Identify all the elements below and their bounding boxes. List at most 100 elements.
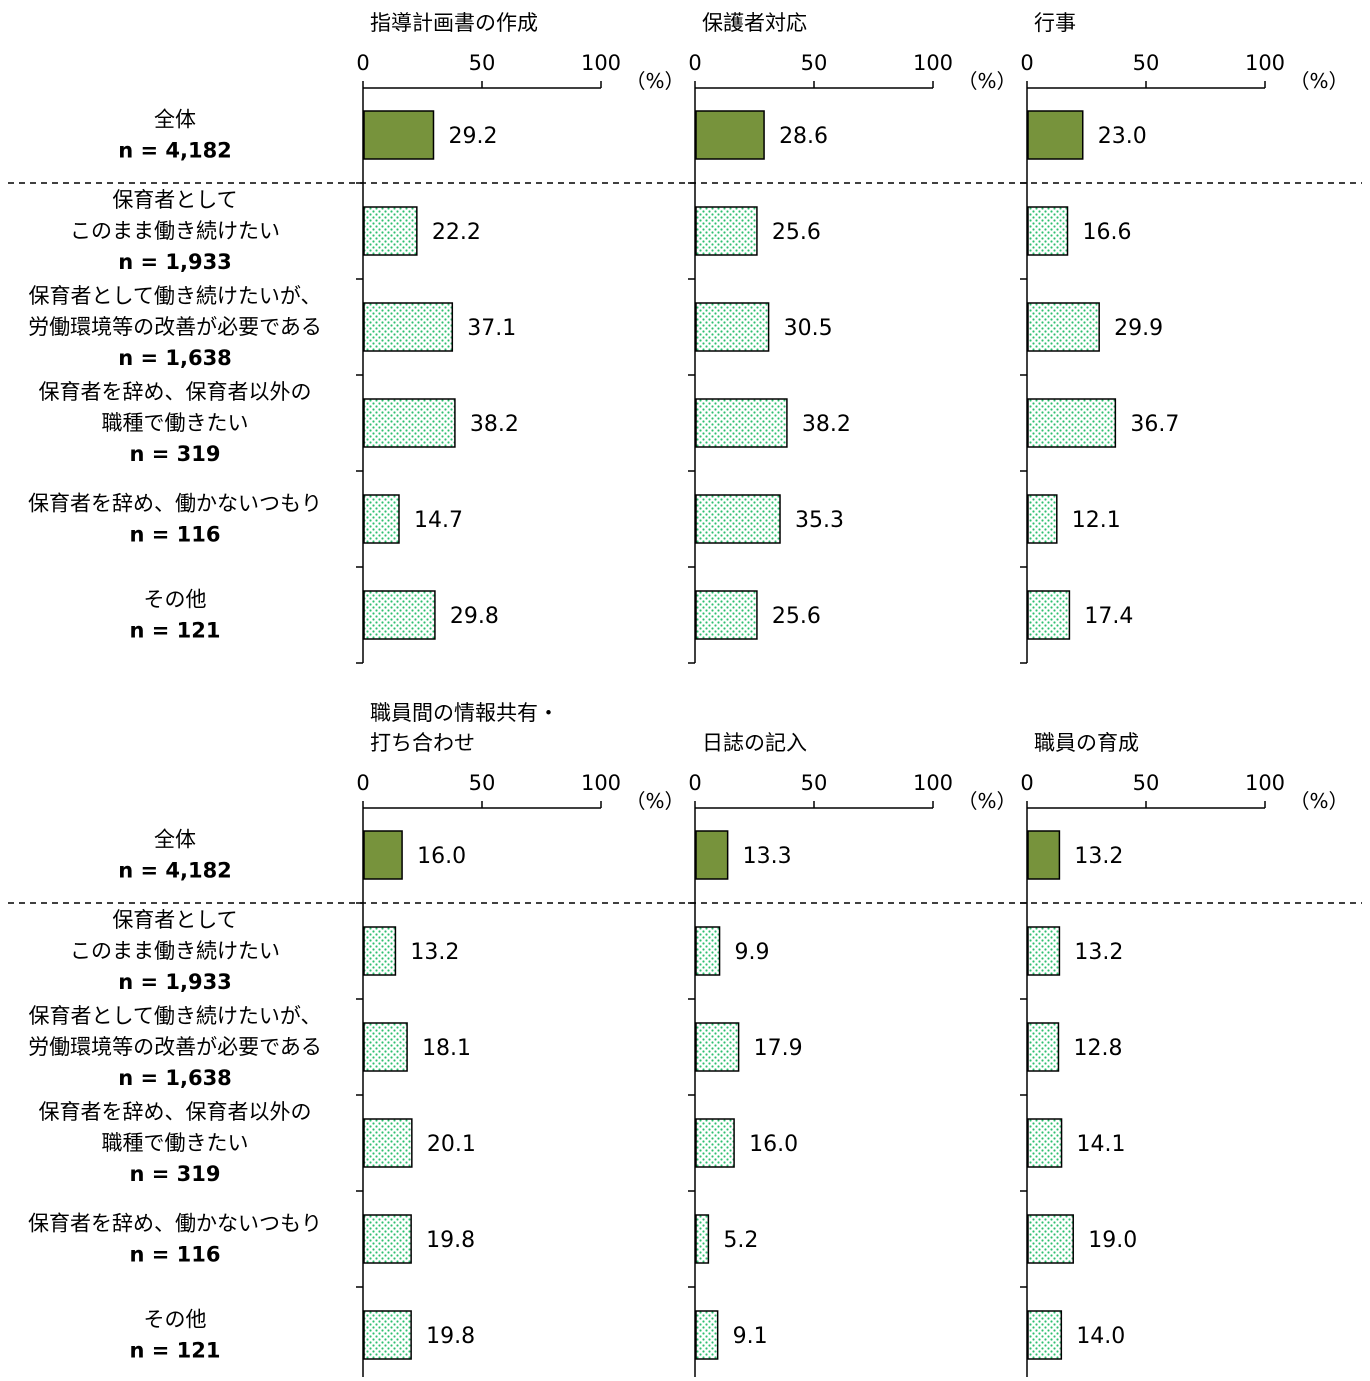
category-n-label: n = 1,638	[118, 346, 232, 370]
bar-value-label: 29.9	[1114, 316, 1163, 341]
bar-value-label: 25.6	[772, 604, 821, 629]
unit-label: （%）	[1289, 69, 1348, 93]
category-label: 全体	[154, 108, 196, 132]
category-n-label: n = 319	[129, 1162, 220, 1186]
category-label: 職種で働きたい	[102, 411, 249, 435]
x-tick-label: 100	[913, 51, 953, 75]
bar-group	[695, 1118, 735, 1168]
category-label: 労働環境等の改善が必要である	[28, 1035, 322, 1059]
unit-label: （%）	[957, 789, 1016, 813]
category-label: その他	[144, 1308, 207, 1332]
x-tick-label: 0	[688, 771, 701, 795]
panel-title: 行事	[1034, 11, 1076, 35]
category-label: 保育者として	[112, 188, 237, 212]
bar-group	[363, 302, 454, 352]
bar-value-label: 37.1	[467, 316, 516, 341]
unit-label: （%）	[1289, 789, 1348, 813]
bar-value-label: 9.9	[735, 940, 770, 965]
category-n-label: n = 4,182	[118, 859, 232, 883]
x-tick-label: 50	[469, 771, 496, 795]
bar-value-label: 38.2	[470, 412, 519, 437]
x-tick-label: 0	[356, 771, 369, 795]
bar-total	[1027, 830, 1061, 880]
x-tick-label: 50	[801, 771, 828, 795]
category-label: 職種で働きたい	[102, 1131, 249, 1155]
bar-value-label: 16.0	[749, 1132, 798, 1157]
x-tick-label: 0	[1020, 771, 1033, 795]
bar-value-label: 13.2	[1074, 844, 1123, 869]
bar-group	[1027, 1118, 1063, 1168]
bar-value-label: 17.4	[1084, 604, 1133, 629]
category-n-label: n = 121	[129, 619, 220, 643]
bar-group	[1027, 302, 1100, 352]
bar-total	[695, 830, 729, 880]
panel-title: 日誌の記入	[702, 731, 807, 755]
bar-value-label: 19.0	[1088, 1228, 1137, 1253]
bar-total	[363, 830, 403, 880]
category-n-label: n = 116	[129, 1243, 220, 1267]
panel-title: 指導計画書の作成	[370, 11, 538, 35]
bar-group	[695, 398, 788, 448]
category-label: 保育者を辞め、保育者以外の	[39, 1100, 312, 1124]
unit-label: （%）	[625, 69, 684, 93]
bar-group	[363, 590, 436, 640]
category-n-label: n = 121	[129, 1339, 220, 1363]
bar-group	[363, 494, 400, 544]
bar-value-label: 5.2	[723, 1228, 758, 1253]
bar-value-label: 35.3	[795, 508, 844, 533]
bar-value-label: 13.3	[743, 844, 792, 869]
bar-value-label: 28.6	[779, 124, 828, 149]
bar-value-label: 19.8	[426, 1324, 475, 1349]
bar-group	[363, 398, 456, 448]
category-label: 保育者として働き続けたいが、	[29, 284, 322, 308]
bar-value-label: 14.7	[414, 508, 463, 533]
unit-label: （%）	[957, 69, 1016, 93]
x-tick-label: 0	[688, 51, 701, 75]
category-n-label: n = 1,933	[118, 970, 232, 994]
bar-group	[1027, 590, 1071, 640]
bar-value-label: 16.6	[1083, 220, 1132, 245]
bar-group	[695, 206, 758, 256]
x-tick-label: 50	[801, 51, 828, 75]
category-label: 保育者を辞め、働かないつもり	[28, 1212, 322, 1236]
bar-value-label: 13.2	[1074, 940, 1123, 965]
category-n-label: n = 1,638	[118, 1066, 232, 1090]
bar-group	[695, 1214, 710, 1264]
bar-group	[363, 1310, 412, 1360]
panel-title: 保護者対応	[702, 11, 807, 35]
category-label: 保育者を辞め、働かないつもり	[28, 492, 322, 516]
bar-value-label: 16.0	[417, 844, 466, 869]
bar-group	[363, 1022, 408, 1072]
x-tick-label: 100	[1245, 51, 1285, 75]
bar-group	[1027, 926, 1061, 976]
bar-value-label: 14.1	[1077, 1132, 1126, 1157]
bar-group	[1027, 494, 1058, 544]
category-n-label: n = 319	[129, 442, 220, 466]
bar-value-label: 9.1	[733, 1324, 768, 1349]
x-tick-label: 0	[356, 51, 369, 75]
category-label: このまま働き続けたい	[70, 939, 280, 963]
category-n-label: n = 116	[129, 523, 220, 547]
bar-value-label: 13.2	[410, 940, 459, 965]
category-label: 全体	[154, 828, 196, 852]
bar-group	[363, 206, 418, 256]
bar-group	[695, 590, 758, 640]
bar-value-label: 19.8	[426, 1228, 475, 1253]
bar-value-label: 18.1	[422, 1036, 471, 1061]
bar-group	[363, 1214, 412, 1264]
panel-title: 職員の育成	[1034, 731, 1139, 755]
bar-value-label: 14.0	[1076, 1324, 1125, 1349]
bar-value-label: 25.6	[772, 220, 821, 245]
x-tick-label: 50	[469, 51, 496, 75]
bar-value-label: 36.7	[1130, 412, 1179, 437]
bar-value-label: 12.8	[1073, 1036, 1122, 1061]
bar-value-label: 30.5	[784, 316, 833, 341]
bar-value-label: 29.2	[448, 124, 497, 149]
category-label: 保育者として働き続けたいが、	[29, 1004, 322, 1028]
category-n-label: n = 4,182	[118, 139, 232, 163]
category-label: 保育者を辞め、保育者以外の	[39, 380, 312, 404]
x-tick-label: 0	[1020, 51, 1033, 75]
category-n-label: n = 1,933	[118, 250, 232, 274]
x-tick-label: 100	[581, 771, 621, 795]
